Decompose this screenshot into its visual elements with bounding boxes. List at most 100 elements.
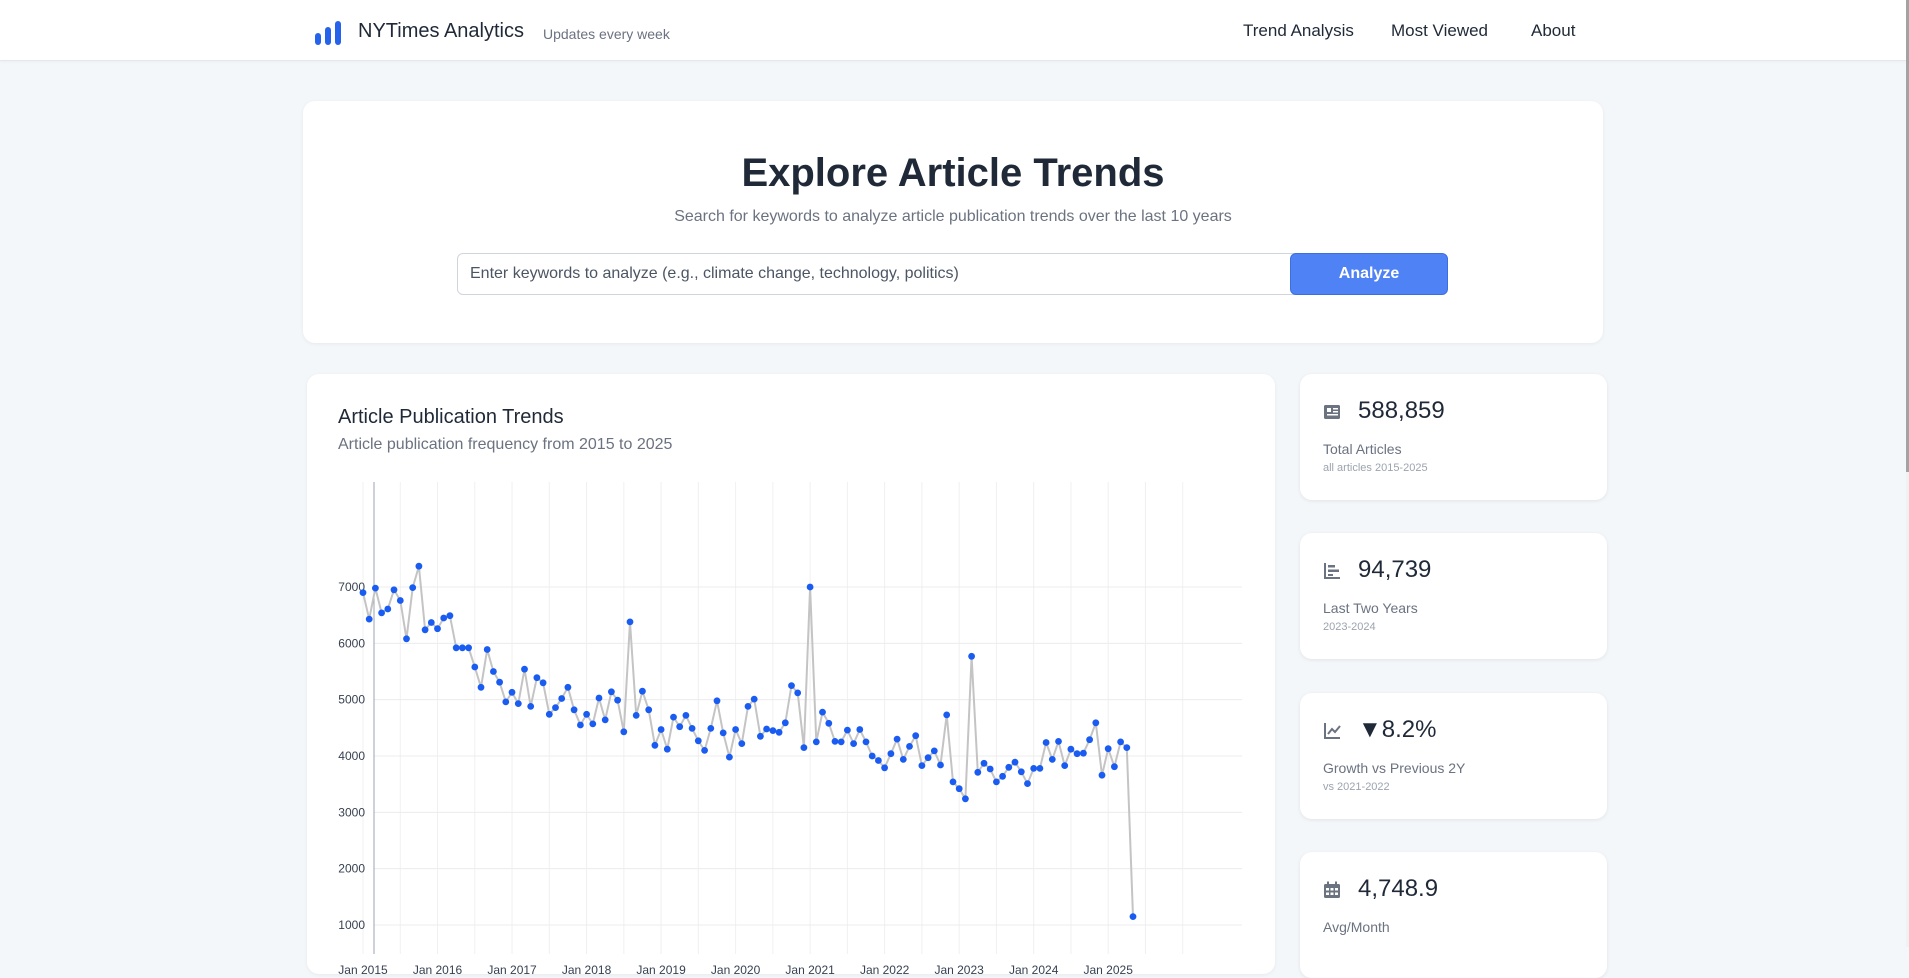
search-hero: Explore Article Trends Search for keywor… bbox=[303, 101, 1603, 343]
data-point bbox=[856, 726, 864, 733]
data-point bbox=[632, 712, 640, 719]
data-point bbox=[583, 710, 590, 718]
data-point bbox=[459, 644, 466, 652]
data-point bbox=[1086, 736, 1093, 744]
hero-subtitle: Search for keywords to analyze article p… bbox=[674, 208, 1232, 225]
data-point bbox=[794, 689, 802, 697]
x-tick-label: Jan 2016 bbox=[413, 963, 463, 974]
data-point bbox=[962, 795, 969, 803]
x-tick-label: Jan 2025 bbox=[1084, 963, 1134, 974]
data-point bbox=[1098, 771, 1106, 779]
x-tick-label: Jan 2018 bbox=[562, 963, 612, 974]
y-tick-label: 6000 bbox=[338, 636, 365, 650]
data-point bbox=[974, 768, 982, 776]
data-point bbox=[465, 644, 472, 652]
data-point bbox=[1092, 719, 1100, 727]
data-point bbox=[471, 663, 479, 671]
y-tick-label: 4000 bbox=[338, 749, 365, 763]
x-tick-label: Jan 2021 bbox=[785, 963, 835, 974]
data-point bbox=[1123, 744, 1131, 751]
analyze-button[interactable]: Analyze bbox=[1290, 253, 1448, 295]
data-point bbox=[601, 716, 609, 724]
data-point bbox=[744, 703, 752, 710]
data-point bbox=[589, 720, 597, 728]
data-point bbox=[1129, 913, 1137, 920]
data-point bbox=[812, 738, 820, 746]
data-point bbox=[750, 695, 758, 703]
data-point bbox=[651, 741, 659, 749]
data-point bbox=[899, 756, 907, 763]
data-point bbox=[732, 726, 739, 733]
y-tick-label: 5000 bbox=[338, 693, 365, 707]
data-point bbox=[514, 700, 522, 707]
data-point bbox=[378, 609, 385, 617]
data-point bbox=[1067, 745, 1075, 753]
data-point bbox=[688, 725, 696, 732]
data-point bbox=[781, 719, 789, 727]
x-tick-label: Jan 2022 bbox=[860, 963, 910, 974]
data-point bbox=[875, 757, 882, 764]
data-point bbox=[819, 708, 826, 716]
stat-card-last-two-years: 94,739 Last Two Years 2023-2024 bbox=[1300, 533, 1607, 659]
x-tick-label: Jan 2015 bbox=[338, 963, 388, 974]
data-point bbox=[924, 754, 932, 762]
data-point bbox=[390, 586, 398, 594]
data-point bbox=[912, 732, 920, 740]
data-point bbox=[800, 744, 808, 751]
stat-label: Avg/Month bbox=[1323, 919, 1390, 935]
page-scrollbar[interactable] bbox=[1906, 0, 1909, 947]
scrollbar-thumb[interactable] bbox=[1906, 0, 1909, 472]
data-point bbox=[1080, 749, 1087, 757]
data-point bbox=[763, 725, 770, 733]
brand-tagline: Updates every week bbox=[543, 26, 670, 42]
data-point bbox=[508, 688, 516, 696]
stat-note: all articles 2015-2025 bbox=[1323, 462, 1428, 474]
nav-trend-analysis[interactable]: Trend Analysis bbox=[1243, 21, 1354, 40]
data-point bbox=[1042, 739, 1050, 746]
nav-about[interactable]: About bbox=[1531, 21, 1576, 40]
stat-value: ▼8.2% bbox=[1358, 716, 1437, 743]
data-point bbox=[527, 703, 535, 710]
x-tick-label: Jan 2019 bbox=[636, 963, 686, 974]
data-point bbox=[707, 725, 715, 732]
data-point bbox=[887, 750, 895, 758]
data-point bbox=[701, 747, 708, 754]
data-point bbox=[1017, 768, 1025, 776]
brand-name[interactable]: NYTimes Analytics bbox=[358, 20, 524, 42]
newspaper-icon bbox=[1324, 405, 1340, 419]
data-point bbox=[577, 721, 584, 729]
data-point bbox=[918, 762, 926, 769]
data-point bbox=[639, 687, 646, 695]
data-point bbox=[372, 584, 379, 592]
nav-most-viewed[interactable]: Most Viewed bbox=[1391, 21, 1489, 40]
data-point bbox=[1048, 756, 1056, 763]
data-point bbox=[837, 738, 845, 746]
hero-title: Explore Article Trends bbox=[741, 151, 1165, 195]
data-point bbox=[490, 668, 497, 675]
stat-label: Growth vs Previous 2Y bbox=[1323, 760, 1466, 776]
data-point bbox=[608, 688, 615, 696]
line-chart-icon bbox=[1324, 723, 1341, 739]
data-point bbox=[403, 635, 410, 643]
data-point bbox=[539, 679, 547, 687]
data-point bbox=[421, 626, 429, 634]
y-tick-label: 2000 bbox=[338, 862, 365, 876]
trend-line-chart[interactable]: 1000 2000 3000 4000 5000 6000 7000 Jan 2015 Jan … bbox=[307, 474, 1275, 974]
data-point bbox=[726, 753, 733, 761]
data-point bbox=[1030, 765, 1038, 772]
data-point bbox=[713, 697, 721, 705]
y-tick-label: 7000 bbox=[338, 580, 365, 594]
data-point bbox=[937, 761, 944, 769]
data-point bbox=[1104, 745, 1112, 753]
data-point bbox=[657, 726, 665, 733]
keyword-search-input[interactable] bbox=[457, 253, 1307, 295]
data-point bbox=[775, 728, 783, 736]
data-point bbox=[483, 646, 491, 653]
data-point bbox=[968, 652, 975, 660]
data-point bbox=[844, 726, 851, 734]
logo-bars-icon[interactable] bbox=[314, 20, 342, 46]
data-point bbox=[359, 589, 367, 596]
series-line bbox=[362, 565, 1134, 917]
data-point bbox=[521, 665, 528, 673]
data-point bbox=[769, 727, 777, 734]
